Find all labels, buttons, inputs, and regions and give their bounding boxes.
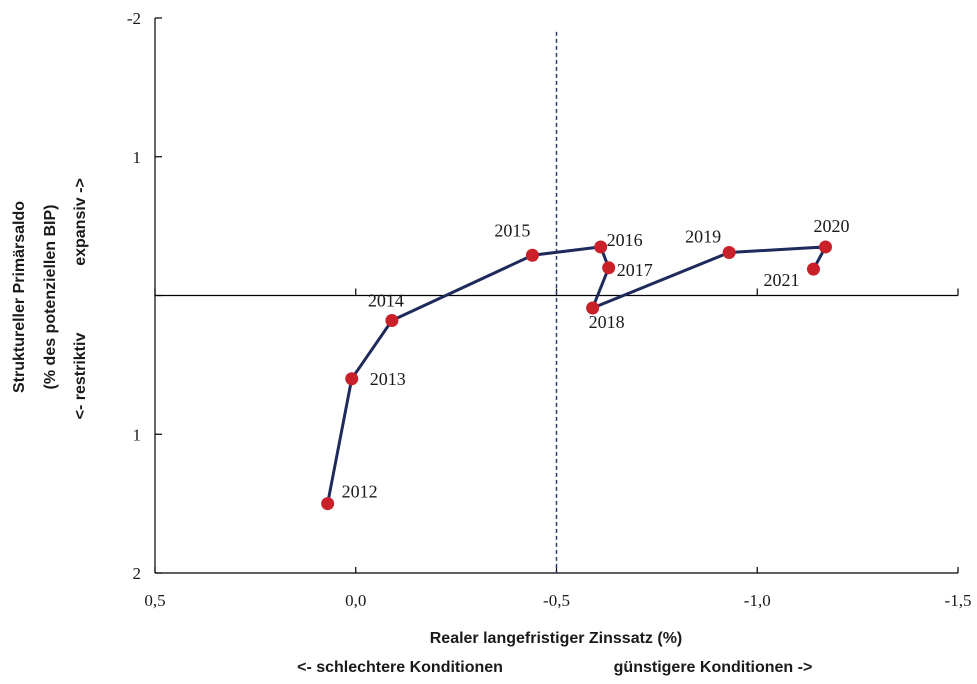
data-point-2017 [602, 261, 616, 275]
y-axis-hint-restriktiv: <- restriktiv [72, 333, 89, 420]
point-label-2018: 2018 [589, 312, 625, 332]
y-axis-subtitle: (% des potenziellen BIP) [42, 205, 59, 390]
point-label-2021: 2021 [763, 270, 799, 290]
x-tick-label-3: -1,0 [744, 591, 771, 610]
point-label-2014: 2014 [368, 290, 404, 310]
data-point-2013 [345, 372, 359, 386]
x-axis-hint-left: <- schlechtere Konditionen [297, 659, 503, 676]
x-tick-label-1: 0,0 [345, 591, 366, 610]
point-label-2012: 2012 [342, 482, 378, 502]
y-tick-label-0: -2 [127, 9, 141, 28]
y-tick-label-1: 1 [133, 148, 142, 167]
point-label-2013: 2013 [370, 369, 406, 389]
data-point-2020 [819, 240, 833, 254]
data-point-2021 [806, 262, 820, 276]
data-point-2016 [594, 240, 608, 254]
y-tick-label-3: 1 [133, 425, 142, 444]
x-tick-label-2: -0,5 [543, 591, 570, 610]
x-tick-label-4: -1,5 [945, 591, 972, 610]
series-line-path [326, 245, 827, 504]
data-point-2018 [586, 301, 600, 315]
data-point-2015 [525, 248, 539, 262]
data-point-2019 [722, 245, 736, 259]
point-label-2017: 2017 [617, 260, 653, 280]
point-label-2016: 2016 [607, 230, 643, 250]
x-axis-title: Realer langefristiger Zinssatz (%) [430, 630, 683, 647]
y-tick-label-4: 2 [133, 564, 142, 583]
point-label-2015: 2015 [494, 220, 530, 240]
x-tick-label-0: 0,5 [144, 591, 165, 610]
point-label-2020: 2020 [814, 216, 850, 236]
data-point-2014 [385, 313, 399, 327]
y-axis-title: Struktureller Primärsaldo [11, 201, 28, 393]
x-axis-hint-right: günstigere Konditionen -> [614, 659, 813, 676]
y-axis-hint-expansiv: expansiv -> [72, 178, 89, 266]
point-label-2019: 2019 [685, 226, 721, 246]
data-point-2012 [321, 497, 335, 511]
